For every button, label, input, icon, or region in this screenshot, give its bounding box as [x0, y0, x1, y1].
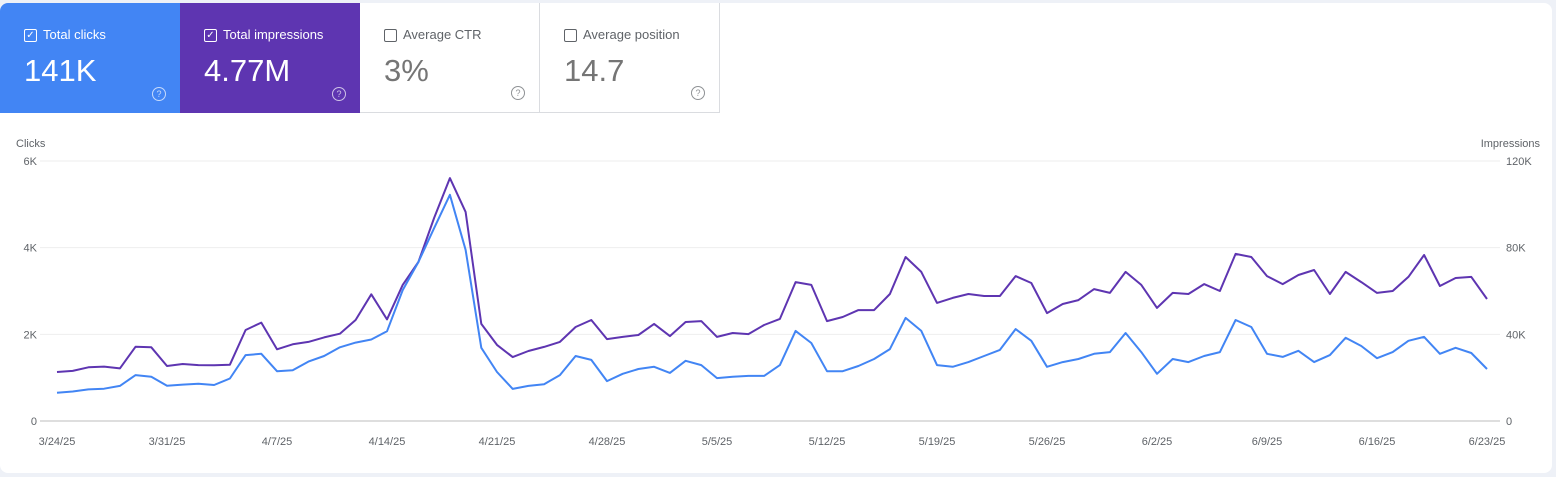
x-tick-label: 5/5/25: [702, 436, 733, 448]
metric-label: Total impressions: [223, 27, 324, 42]
metric-value: 3%: [384, 53, 429, 88]
series-line-impressions: [56, 177, 1488, 373]
x-tick-label: 3/31/25: [149, 436, 186, 448]
left-tick-label: 0: [31, 416, 37, 428]
x-tick-label: 4/28/25: [589, 436, 626, 448]
checkbox-checked-icon[interactable]: ✓: [204, 29, 217, 42]
x-tick-label: 6/16/25: [1359, 436, 1396, 448]
metric-card-total-impressions[interactable]: ✓ Total impressions 4.77M ?: [180, 3, 360, 113]
right-tick-label: 120K: [1506, 156, 1532, 168]
left-tick-label: 6K: [24, 156, 38, 168]
right-axis-label: Impressions: [1481, 138, 1541, 150]
metric-value: 14.7: [564, 53, 625, 88]
left-axis-label: Clicks: [16, 138, 46, 150]
right-tick-label: 80K: [1506, 243, 1526, 255]
metric-label: Average CTR: [403, 27, 482, 42]
help-icon[interactable]: ?: [691, 86, 705, 100]
metric-card-average-ctr[interactable]: Average CTR 3% ?: [360, 3, 540, 113]
help-icon[interactable]: ?: [332, 87, 346, 101]
x-tick-label: 5/12/25: [809, 436, 846, 448]
help-icon[interactable]: ?: [511, 86, 525, 100]
metric-value: 141K: [24, 53, 97, 88]
checkbox-unchecked-icon[interactable]: [564, 29, 577, 42]
right-tick-label: 0: [1506, 416, 1512, 428]
metric-label: Total clicks: [43, 27, 106, 42]
left-tick-label: 2K: [24, 329, 38, 341]
right-tick-label: 40K: [1506, 329, 1526, 341]
metric-card-average-position[interactable]: Average position 14.7 ?: [540, 3, 720, 113]
x-tick-label: 6/9/25: [1252, 436, 1283, 448]
metric-value: 4.77M: [204, 53, 291, 88]
x-tick-label: 5/26/25: [1029, 436, 1066, 448]
checkbox-checked-icon[interactable]: ✓: [24, 29, 37, 42]
left-tick-label: 4K: [24, 243, 38, 255]
x-tick-label: 6/23/25: [1469, 436, 1506, 448]
x-tick-label: 3/24/25: [39, 436, 76, 448]
x-tick-label: 5/19/25: [919, 436, 956, 448]
help-icon[interactable]: ?: [152, 87, 166, 101]
x-tick-label: 4/7/25: [262, 436, 293, 448]
x-tick-label: 4/14/25: [369, 436, 406, 448]
series-line-clicks: [56, 193, 1488, 394]
metric-card-total-clicks[interactable]: ✓ Total clicks 141K ?: [0, 3, 180, 113]
performance-panel: ✓ Total clicks 141K ? ✓ Total impression…: [0, 3, 1552, 473]
metric-cards: ✓ Total clicks 141K ? ✓ Total impression…: [0, 3, 720, 113]
x-tick-label: 6/2/25: [1142, 436, 1173, 448]
x-tick-label: 4/21/25: [479, 436, 516, 448]
metric-label: Average position: [583, 27, 680, 42]
checkbox-unchecked-icon[interactable]: [384, 29, 397, 42]
